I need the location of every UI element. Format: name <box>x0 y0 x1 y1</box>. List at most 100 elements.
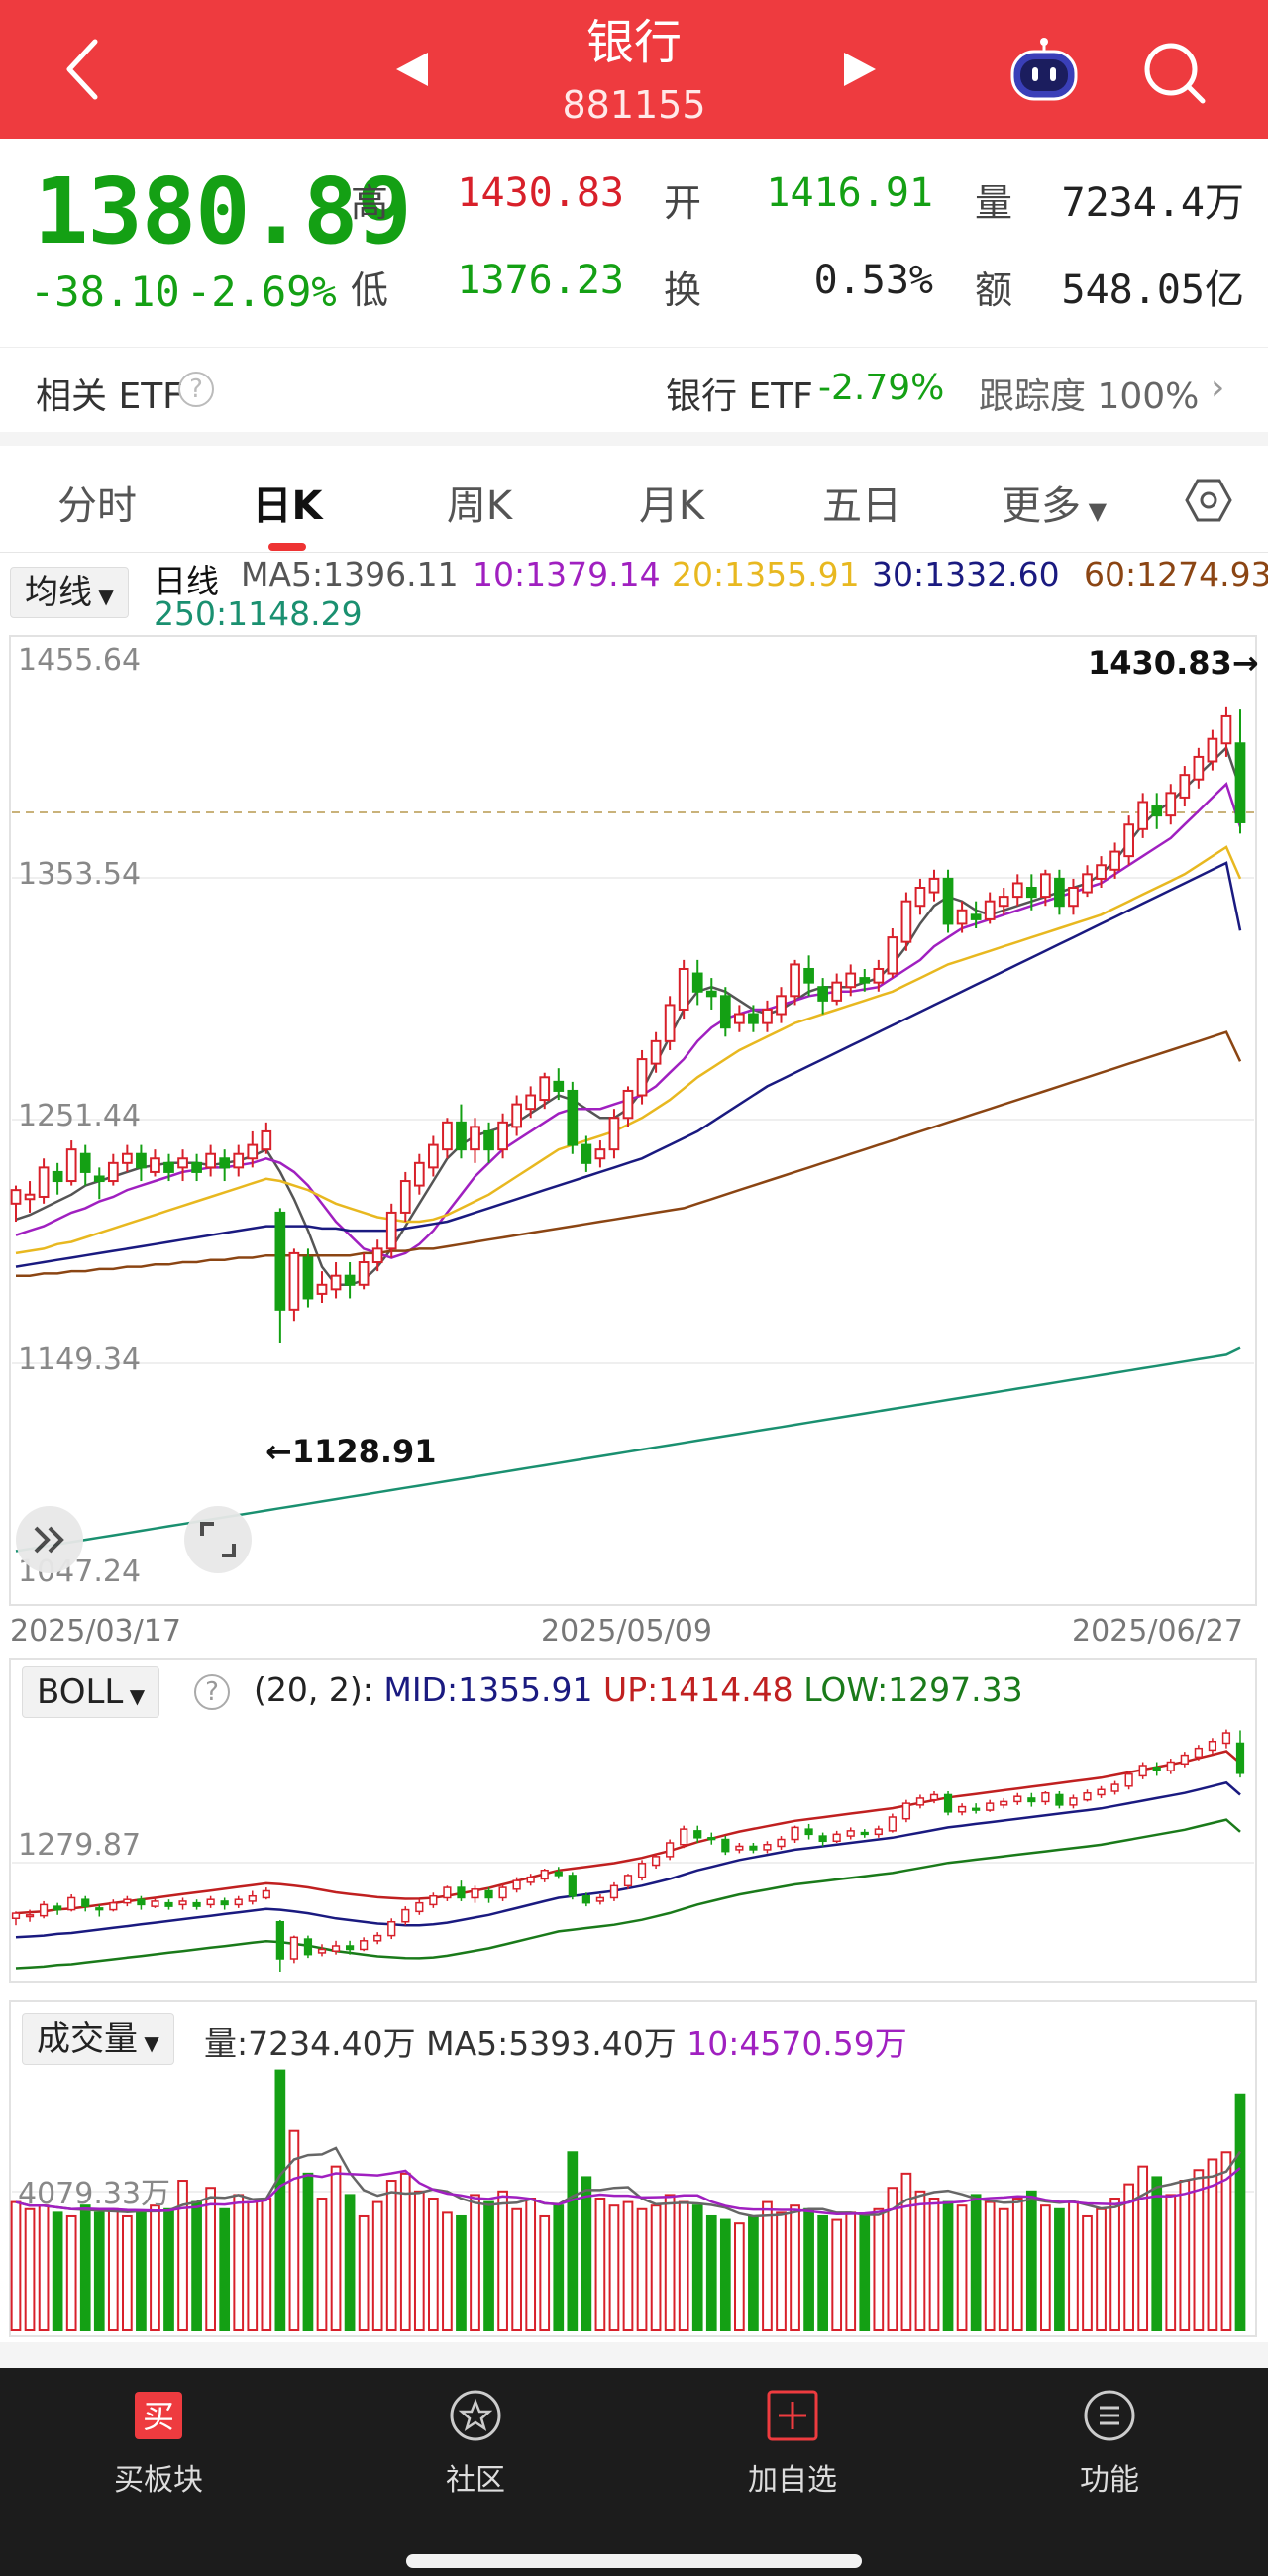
y-axis-label: 1455.64 <box>18 643 141 678</box>
fullscreen-icon <box>200 1522 236 1557</box>
boll-candle <box>248 1894 257 1902</box>
volume-bar <box>428 2198 439 2331</box>
candle <box>664 1004 676 1042</box>
candle <box>831 981 843 1002</box>
volume-bar <box>1193 2169 1205 2331</box>
volume-bar <box>413 2190 425 2331</box>
open-label: 开 <box>664 181 702 225</box>
candle <box>385 1211 397 1250</box>
tab-more[interactable]: 更多 ▼ <box>975 474 1133 531</box>
nav-add-watchlist[interactable]: 加自选 <box>693 2388 892 2499</box>
volume-bar <box>38 2204 50 2332</box>
svg-text:买: 买 <box>143 2398 174 2435</box>
volume-bar <box>1068 2200 1079 2331</box>
tab-five-day[interactable]: 五日 <box>822 483 901 529</box>
help-icon[interactable]: ? <box>178 372 214 407</box>
tab-intraday[interactable]: 分时 <box>57 483 137 529</box>
volume-bar <box>914 2190 926 2331</box>
fullscreen-button[interactable] <box>184 1506 252 1573</box>
boll-candle <box>151 1900 159 1907</box>
candle <box>636 1058 648 1097</box>
volume-bar <box>845 2211 857 2332</box>
ma10-value: 10:1379.14 <box>473 555 661 593</box>
boll-candle <box>874 1828 883 1836</box>
nav-label: 社区 <box>446 2463 505 2498</box>
last-price: 1380.89 <box>34 159 412 265</box>
boll-candles <box>11 1729 1245 1972</box>
candle <box>10 1189 22 1205</box>
back-button[interactable] <box>48 30 117 109</box>
volume-bar <box>1165 2194 1177 2332</box>
search-button[interactable] <box>1139 38 1209 107</box>
boll-candle <box>415 1901 424 1913</box>
volume-bar <box>678 2200 689 2331</box>
kline-chart[interactable]: 1455.64 1353.54 1251.44 1149.34 1047.24 … <box>0 0 1268 2368</box>
volume-bar <box>1040 2204 1051 2332</box>
ma60-value: 60:1274.93 <box>1084 555 1268 593</box>
candle <box>93 1175 105 1183</box>
chart-tabs: 分时 日K 周K 月K 五日 更多 ▼ <box>0 446 1268 553</box>
low-marker: ←1128.91 <box>265 1433 437 1470</box>
boll-candle <box>262 1889 270 1899</box>
tab-monthly-k[interactable]: 月K <box>638 483 705 529</box>
indicator-dropdown[interactable]: 均线 ▼ <box>10 567 129 618</box>
candle <box>790 963 800 998</box>
volume-bar <box>261 2198 272 2331</box>
boll-low: LOW:1297.33 <box>803 1670 1023 1709</box>
boll-dropdown[interactable]: BOLL ▼ <box>22 1666 160 1718</box>
volume-bar <box>691 2204 703 2332</box>
candle <box>1207 737 1218 763</box>
candle <box>539 1076 551 1102</box>
volume-bar <box>191 2200 202 2331</box>
robot-icon <box>1010 38 1078 101</box>
candle <box>136 1152 147 1169</box>
tab-daily-k[interactable]: 日K <box>252 483 323 529</box>
help-icon[interactable]: ? <box>194 1674 230 1710</box>
caret-down-icon: ▼ <box>1080 497 1108 525</box>
caret-down-icon: ▼ <box>138 2031 159 2055</box>
volume-bar <box>650 2204 662 2332</box>
moving-average-lines <box>15 745 1242 1553</box>
high-label: 高 <box>351 181 389 225</box>
candle <box>1011 882 1023 899</box>
y-axis-label: 1353.54 <box>18 857 141 892</box>
expand-panel-button[interactable] <box>16 1506 83 1573</box>
boll-candle <box>39 1903 49 1917</box>
etf-name: 银行 ETF <box>666 376 813 417</box>
double-chevron-right-icon <box>34 1526 64 1554</box>
boll-legend: (20, 2): MID:1355.91 UP:1414.48 LOW:1297… <box>254 1670 1023 1709</box>
volume-dropdown[interactable]: 成交量 ▼ <box>22 2013 174 2065</box>
chart-settings-button[interactable] <box>1184 476 1233 525</box>
main-y-axis-labels: 1455.64 1353.54 1251.44 1149.34 1047.24 <box>18 643 141 1589</box>
boll-candle <box>220 1900 229 1906</box>
boll-candle <box>1013 1795 1022 1803</box>
y-axis-label: 1251.44 <box>18 1099 141 1133</box>
add-icon <box>765 2388 820 2443</box>
volume-bar <box>928 2198 940 2331</box>
volume-bar <box>970 2194 982 2332</box>
candle <box>511 1103 522 1128</box>
nav-community[interactable]: 社区 <box>376 2388 575 2499</box>
chevron-left-icon <box>66 39 98 100</box>
nav-buy-sector[interactable]: 买 买板块 <box>59 2388 258 2499</box>
candle <box>776 995 787 1016</box>
boll-candle <box>178 1900 187 1906</box>
related-etf-row[interactable]: 相关 ETF ? 银行 ETF -2.79% 跟踪度 100% › <box>0 347 1268 432</box>
tab-weekly-k[interactable]: 周K <box>446 483 513 529</box>
ma20-line <box>15 845 1242 1255</box>
candle <box>330 1274 342 1291</box>
next-stock-button[interactable] <box>834 45 884 94</box>
candle <box>719 995 731 1029</box>
assistant-robot-button[interactable] <box>1006 36 1082 107</box>
volume-bar <box>719 2218 731 2332</box>
volume-bar <box>1096 2207 1107 2331</box>
candle <box>219 1157 231 1169</box>
volume-ma5-line <box>15 2146 1242 2218</box>
main-grid <box>12 877 1254 1364</box>
candle <box>205 1152 216 1169</box>
etf-change: -2.79% <box>818 368 945 408</box>
candle <box>1040 873 1051 899</box>
boll-candle <box>860 1831 869 1836</box>
previous-stock-button[interactable] <box>388 45 438 94</box>
nav-functions[interactable]: 功能 <box>1010 2388 1209 2499</box>
